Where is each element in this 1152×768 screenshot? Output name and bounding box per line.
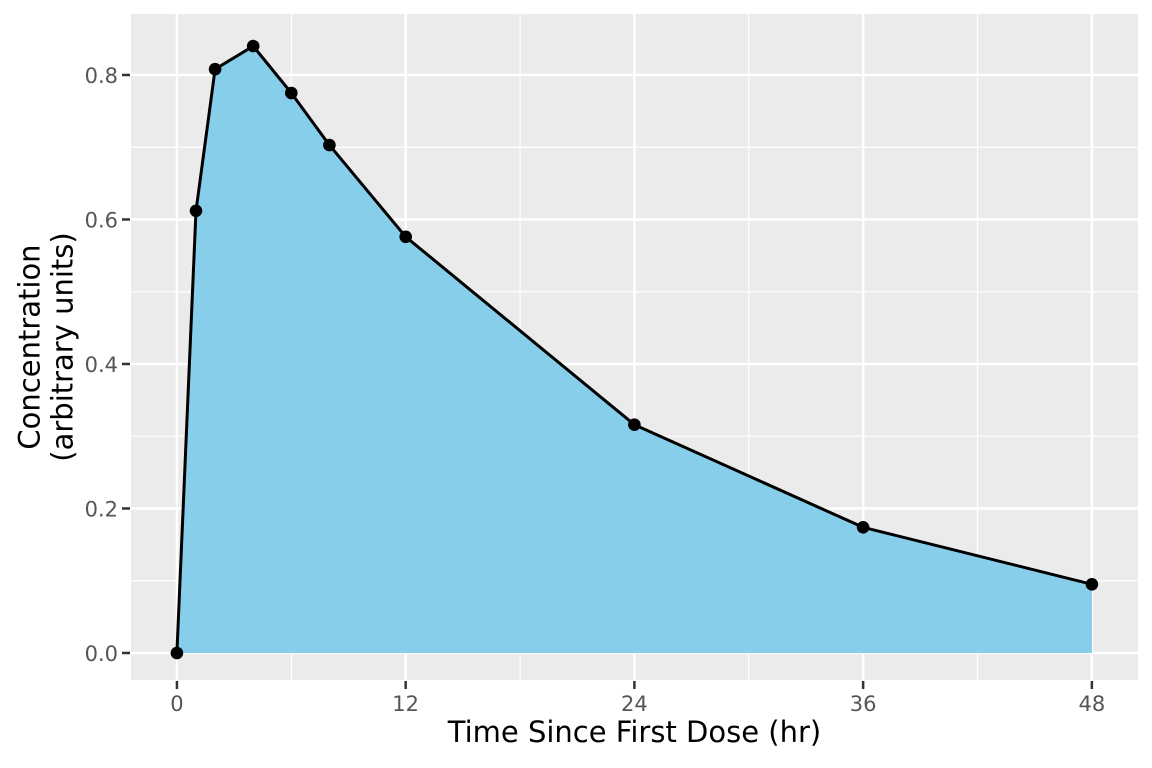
y-tick-label: 0.8 bbox=[85, 64, 118, 88]
y-tick-label: 0.2 bbox=[85, 497, 118, 521]
y-tick-label: 0.0 bbox=[85, 642, 118, 666]
y-tick-label: 0.4 bbox=[85, 353, 118, 377]
data-point bbox=[189, 204, 203, 218]
y-axis-title-line2: (arbitrary units) bbox=[46, 232, 80, 462]
area-fill bbox=[176, 46, 1092, 654]
data-point bbox=[208, 62, 222, 76]
x-tick-label: 48 bbox=[1079, 692, 1106, 716]
data-point bbox=[246, 39, 260, 53]
data-point bbox=[323, 138, 336, 152]
data-point bbox=[399, 230, 413, 244]
series-line bbox=[175, 44, 1094, 655]
data-point bbox=[856, 521, 870, 534]
x-tick-label: 0 bbox=[170, 692, 183, 716]
data-point bbox=[285, 86, 298, 100]
y-axis-title-line1: Concentration bbox=[12, 244, 47, 450]
x-tick-label: 36 bbox=[850, 692, 877, 716]
y-axis-title: Concentration (arbitrary units) bbox=[12, 232, 81, 462]
y-tick-label: 0.6 bbox=[85, 208, 118, 232]
data-point bbox=[628, 418, 641, 432]
x-tick-label: 24 bbox=[621, 692, 648, 716]
data-point bbox=[1085, 578, 1099, 591]
data-point bbox=[170, 646, 184, 660]
x-axis-title: Time Since First Dose (hr) bbox=[447, 715, 822, 749]
x-tick-label: 12 bbox=[392, 692, 419, 716]
